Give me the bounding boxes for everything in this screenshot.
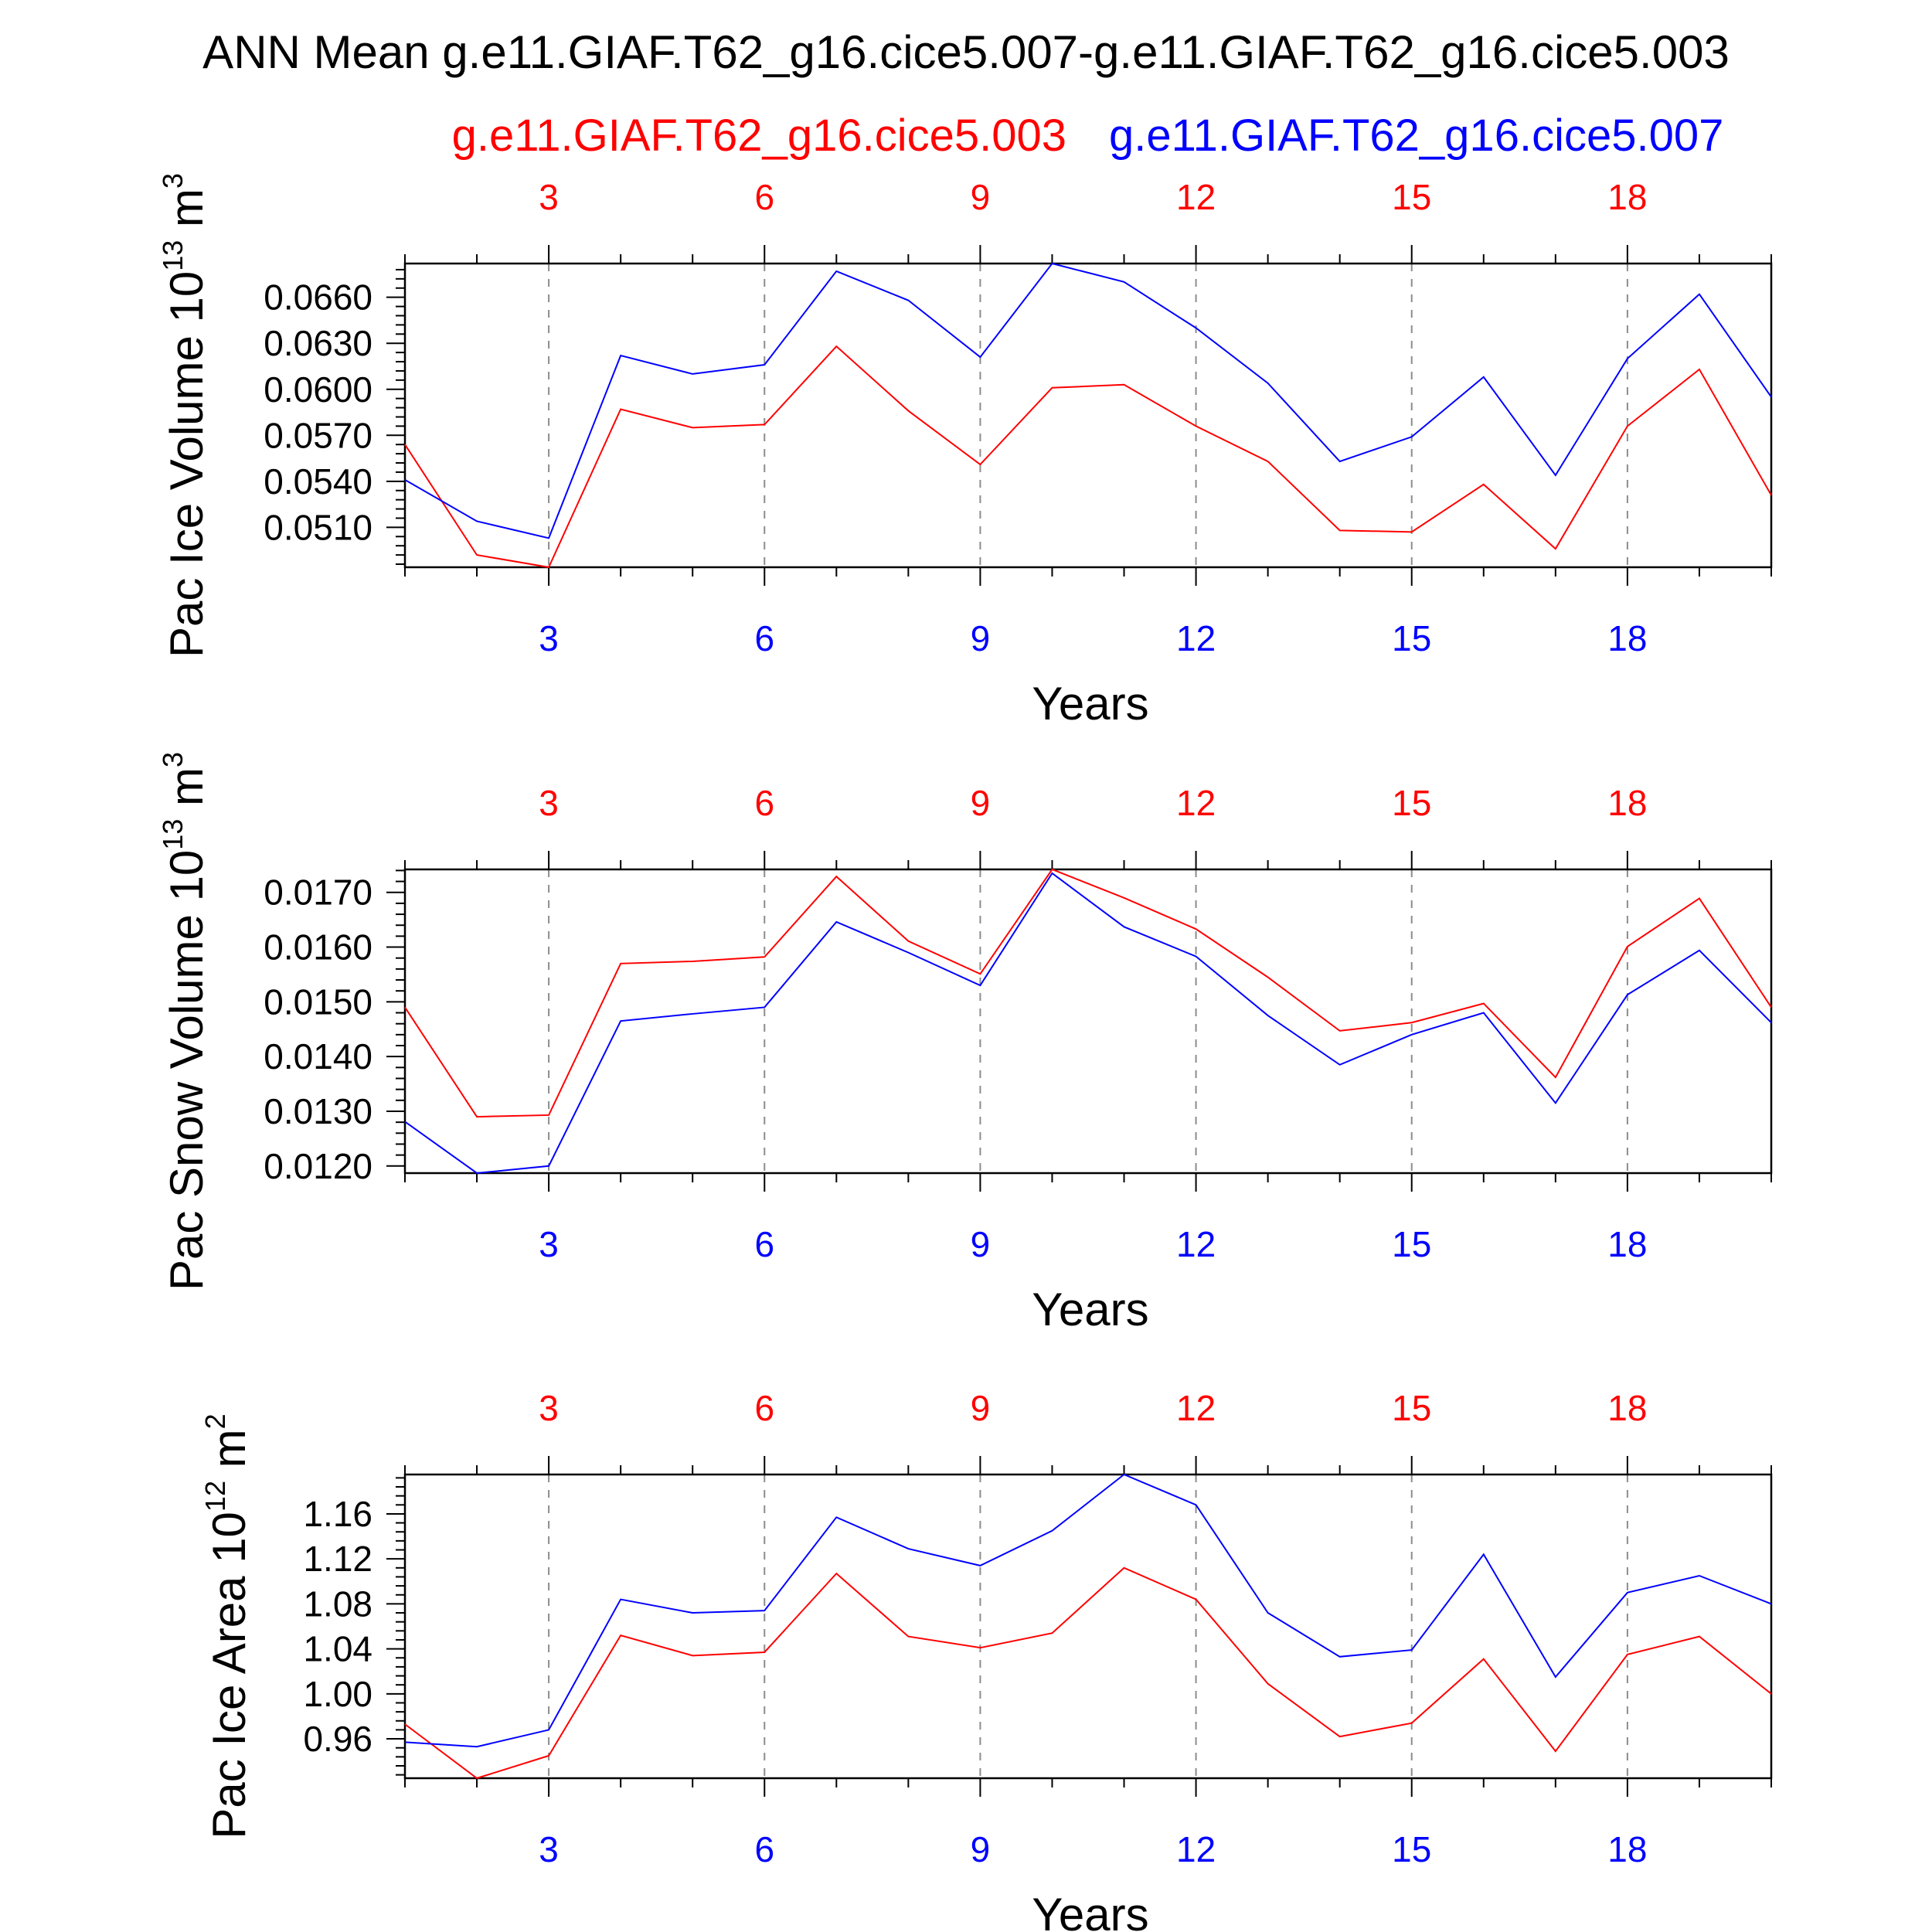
y-tick-label: 0.0130 bbox=[264, 1091, 372, 1131]
y-axis-label-base: Pac Ice Area 10 bbox=[203, 1512, 255, 1839]
y-axis-label: Pac Snow Volume 1013 m3 bbox=[157, 752, 213, 1291]
y-tick-label: 0.0600 bbox=[264, 369, 372, 410]
series-line-case-b bbox=[404, 872, 1772, 1175]
y-tick-label: 1.16 bbox=[303, 1494, 372, 1534]
x-tick-label-bottom: 6 bbox=[754, 1224, 774, 1264]
plot-frame bbox=[403, 1473, 1773, 1780]
y-tick-label: 0.0120 bbox=[264, 1146, 372, 1186]
x-tick-label-bottom: 6 bbox=[754, 618, 774, 658]
x-tick-label-top: 15 bbox=[1392, 177, 1431, 217]
x-tick-label-top: 9 bbox=[971, 1388, 991, 1428]
figure-title: ANN Mean g.e11.GIAF.T62_g16.cice5.007-g.… bbox=[202, 26, 1730, 78]
y-tick-label: 0.0630 bbox=[264, 323, 372, 363]
x-tick-label-top: 12 bbox=[1176, 783, 1216, 823]
y-tick-label: 0.96 bbox=[303, 1719, 372, 1759]
y-tick-label: 1.08 bbox=[303, 1583, 372, 1624]
y-tick-label: 0.0510 bbox=[264, 507, 372, 547]
x-tick-label-bottom: 3 bbox=[539, 618, 559, 658]
x-tick-label-bottom: 6 bbox=[754, 1829, 774, 1869]
x-tick-label-top: 6 bbox=[754, 1388, 774, 1428]
x-axis-label: Years bbox=[1032, 1889, 1148, 1932]
y-axis-label: Pac Ice Area 1012 m2 bbox=[199, 1413, 255, 1838]
x-tick-label-top: 3 bbox=[539, 1388, 559, 1428]
panel-ice-volume: 3 3 6 6 9 9 12 12 15 15 18 18 0.0510 0.0540 0.0570 0.06… bbox=[157, 173, 1773, 730]
x-tick-label-bottom: 12 bbox=[1176, 1829, 1216, 1869]
x-tick-label-bottom: 18 bbox=[1607, 1829, 1647, 1869]
y-axis-label-unit: m bbox=[161, 767, 213, 819]
panel-ice-area: 3 3 6 6 9 9 12 12 15 15 18 18 0.96 1.00 1.04 1.081.12 1.… bbox=[199, 1388, 1773, 1932]
y-tick-label: 0.0160 bbox=[264, 927, 372, 968]
y-axis-label-base: Pac Snow Volume 10 bbox=[161, 850, 213, 1291]
x-tick-label-bottom: 18 bbox=[1607, 1224, 1647, 1264]
x-axis-label: Years bbox=[1032, 678, 1148, 730]
x-tick-label-bottom: 3 bbox=[539, 1224, 559, 1264]
y-axis-label-exponent: 13 bbox=[157, 819, 189, 850]
y-axis-label-unit-exponent: 2 bbox=[199, 1413, 231, 1429]
x-tick-label-top: 18 bbox=[1607, 1388, 1647, 1428]
y-axis-label-exponent: 13 bbox=[157, 240, 189, 271]
y-tick-label: 0.0570 bbox=[264, 415, 372, 455]
x-tick-label-top: 18 bbox=[1607, 783, 1647, 823]
y-axis-label-unit-exponent: 3 bbox=[157, 173, 189, 189]
panel-snow-volume: 3 3 6 6 9 9 12 12 15 15 18 18 0.0120 0.0130 0.0140 0.01… bbox=[157, 752, 1773, 1335]
plot-frame bbox=[403, 868, 1773, 1175]
y-tick-label: 0.0140 bbox=[264, 1036, 372, 1077]
x-tick-label-bottom: 3 bbox=[539, 1829, 559, 1869]
x-tick-label-bottom: 9 bbox=[971, 1829, 991, 1869]
x-tick-label-bottom: 18 bbox=[1607, 618, 1647, 658]
x-tick-label-top: 9 bbox=[971, 783, 991, 823]
y-axis-label-base: Pac Ice Volume 10 bbox=[161, 271, 213, 658]
legend-case-b: g.e11.GIAF.T62_g16.cice5.007 bbox=[1109, 111, 1723, 161]
x-tick-label-bottom: 15 bbox=[1392, 618, 1431, 658]
x-tick-label-bottom: 12 bbox=[1176, 618, 1216, 658]
y-tick-label: 1.04 bbox=[303, 1629, 372, 1669]
series-line-case-a bbox=[404, 868, 1772, 1118]
plot-frame bbox=[403, 262, 1773, 569]
y-tick-label: 1.00 bbox=[303, 1674, 372, 1714]
x-tick-label-top: 3 bbox=[539, 177, 559, 217]
x-tick-label-top: 9 bbox=[971, 177, 991, 217]
x-tick-label-top: 15 bbox=[1392, 783, 1431, 823]
legend-case-a: g.e11.GIAF.T62_g16.cice5.003 bbox=[452, 111, 1066, 161]
y-axis-label-unit-exponent: 3 bbox=[157, 752, 189, 767]
y-tick-label: 0.0540 bbox=[264, 461, 372, 502]
y-tick-label: 1.12 bbox=[303, 1539, 372, 1579]
x-tick-label-top: 12 bbox=[1176, 177, 1216, 217]
x-tick-label-bottom: 15 bbox=[1392, 1829, 1431, 1869]
x-tick-label-bottom: 9 bbox=[971, 618, 991, 658]
series-line-case-a bbox=[404, 345, 1772, 569]
x-tick-label-top: 6 bbox=[754, 177, 774, 217]
x-tick-label-top: 3 bbox=[539, 783, 559, 823]
x-tick-label-top: 18 bbox=[1607, 177, 1647, 217]
x-tick-label-bottom: 15 bbox=[1392, 1224, 1431, 1264]
x-tick-label-top: 12 bbox=[1176, 1388, 1216, 1428]
x-tick-label-top: 6 bbox=[754, 783, 774, 823]
series-line-case-b bbox=[404, 262, 1772, 539]
y-axis-label-unit: m bbox=[161, 189, 213, 240]
x-tick-label-bottom: 12 bbox=[1176, 1224, 1216, 1264]
y-axis-label-exponent: 12 bbox=[199, 1481, 231, 1512]
y-tick-label: 0.0660 bbox=[264, 277, 372, 318]
y-axis-label-unit: m bbox=[203, 1429, 255, 1481]
series-line-case-a bbox=[404, 1566, 1772, 1780]
x-axis-label: Years bbox=[1032, 1284, 1148, 1335]
x-tick-label-top: 15 bbox=[1392, 1388, 1431, 1428]
series-line-case-b bbox=[404, 1473, 1772, 1748]
y-tick-label: 0.0170 bbox=[264, 872, 372, 913]
x-tick-label-bottom: 9 bbox=[971, 1224, 991, 1264]
y-tick-label: 0.0150 bbox=[264, 981, 372, 1022]
y-axis-label: Pac Ice Volume 1013 m3 bbox=[157, 173, 213, 658]
